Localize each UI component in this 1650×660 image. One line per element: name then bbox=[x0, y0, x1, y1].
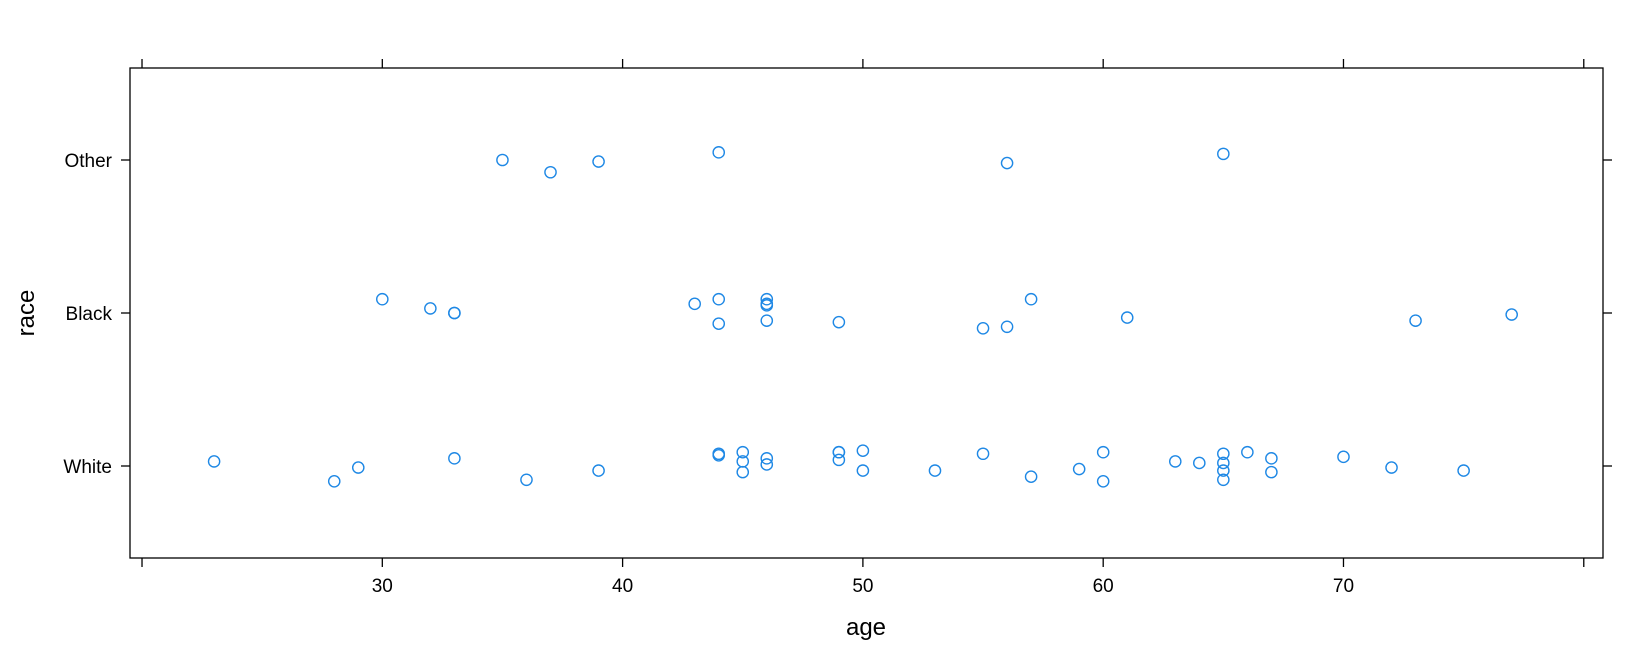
y-category-label: Black bbox=[66, 304, 113, 325]
data-point bbox=[327, 474, 341, 488]
data-point bbox=[448, 306, 461, 320]
data-point bbox=[1096, 445, 1110, 459]
data-point bbox=[760, 314, 774, 327]
data-point bbox=[832, 453, 846, 467]
data-point bbox=[207, 455, 221, 468]
data-point bbox=[1120, 311, 1134, 324]
data-point bbox=[736, 445, 750, 459]
data-point bbox=[1457, 464, 1470, 477]
data-point bbox=[688, 297, 701, 311]
y-category-label: Other bbox=[64, 151, 112, 172]
data-point bbox=[760, 452, 774, 465]
data-point bbox=[712, 146, 726, 159]
data-point bbox=[376, 292, 389, 306]
x-tick-label: 30 bbox=[372, 576, 393, 597]
data-point bbox=[1024, 470, 1038, 484]
data-point bbox=[1096, 474, 1110, 488]
data-point bbox=[1217, 456, 1230, 470]
data-point bbox=[1024, 292, 1038, 306]
data-point bbox=[496, 153, 509, 167]
data-point bbox=[1000, 320, 1014, 334]
y-category-label: White bbox=[63, 457, 112, 478]
data-point bbox=[832, 315, 846, 329]
x-axis: 30 40 50 60 70 bbox=[141, 59, 1585, 597]
data-point bbox=[448, 452, 461, 465]
data-point bbox=[1217, 464, 1230, 477]
data-point bbox=[856, 444, 870, 458]
data-point bbox=[712, 448, 726, 462]
data-point bbox=[592, 464, 605, 477]
data-point bbox=[351, 461, 365, 474]
data-point bbox=[1337, 450, 1350, 464]
data-point bbox=[1000, 156, 1014, 170]
data-point bbox=[1168, 455, 1182, 468]
data-point bbox=[520, 473, 533, 487]
x-tick-label: 70 bbox=[1333, 576, 1354, 597]
x-axis-title: age bbox=[846, 614, 886, 641]
data-point bbox=[1265, 465, 1278, 479]
data-point bbox=[976, 447, 990, 461]
data-point bbox=[712, 292, 726, 306]
data-point bbox=[1193, 456, 1206, 470]
plot-frame bbox=[129, 67, 1604, 559]
data-point bbox=[1217, 473, 1230, 487]
data-point bbox=[832, 445, 846, 459]
data-point bbox=[712, 317, 726, 331]
data-points bbox=[207, 146, 1518, 488]
data-point bbox=[592, 155, 605, 168]
data-point bbox=[1217, 447, 1230, 461]
x-tick-label: 40 bbox=[612, 576, 633, 597]
data-point bbox=[736, 465, 750, 479]
data-point bbox=[424, 302, 437, 315]
data-point bbox=[760, 292, 774, 306]
data-point bbox=[1072, 462, 1086, 476]
data-point bbox=[544, 165, 557, 179]
data-point bbox=[928, 464, 942, 477]
data-point bbox=[1241, 445, 1254, 459]
y-axis-title: race bbox=[13, 290, 40, 337]
data-point bbox=[976, 321, 990, 335]
data-point bbox=[760, 299, 774, 312]
data-point bbox=[856, 464, 870, 477]
y-axis: White Black Other bbox=[63, 151, 1612, 478]
data-point bbox=[760, 458, 774, 471]
data-point bbox=[1265, 452, 1278, 465]
data-point bbox=[1217, 147, 1230, 161]
x-tick-label: 60 bbox=[1093, 576, 1114, 597]
data-point bbox=[1409, 314, 1422, 327]
data-point bbox=[1385, 461, 1398, 474]
x-tick-label: 50 bbox=[852, 576, 873, 597]
data-point bbox=[1505, 308, 1518, 321]
